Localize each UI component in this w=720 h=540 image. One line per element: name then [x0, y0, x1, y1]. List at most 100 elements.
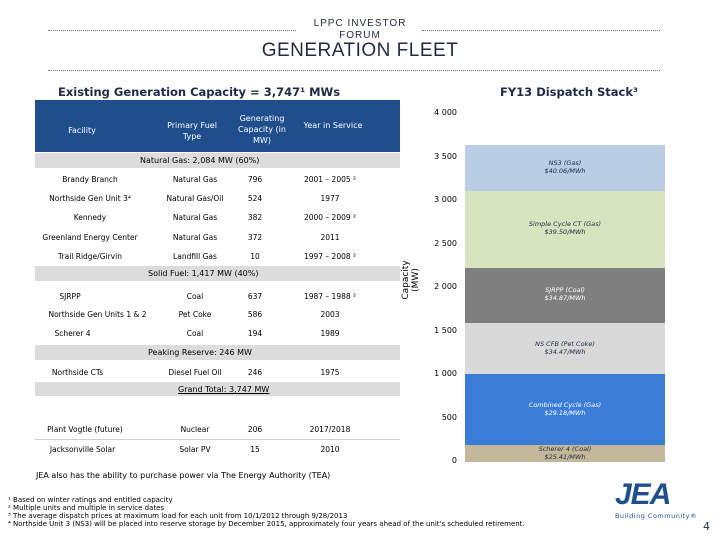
fuel-cell: Diesel Fuel Oil — [168, 368, 222, 377]
facility-cell: Northside CTs — [51, 368, 104, 377]
capacity-cell: 10 — [250, 252, 260, 261]
jea-logo-wordmark: JEA — [615, 478, 671, 511]
natural-gas-band — [35, 153, 400, 168]
solid-fuel-band — [35, 266, 400, 281]
fuel-cell: Natural Gas/Oil — [166, 194, 224, 203]
fuel-cell: Natural Gas — [172, 213, 218, 222]
y-tick-label: 500 — [441, 412, 457, 422]
fuel-cell: Solar PV — [179, 445, 211, 454]
col-fuel-type: Primary Fuel Type — [167, 121, 217, 141]
segment-name: Scherer 4 (Coal) — [538, 444, 592, 453]
capacity-cell: 586 — [247, 310, 263, 319]
stack-segment-label: NS CFB (Pet Coke) $34.47/MWh — [465, 340, 665, 356]
grand-total-label: Grand Total: 3,747 MW — [178, 385, 270, 394]
solid-fuel-label: Solid Fuel: 1,417 MW (40%) — [148, 269, 259, 278]
fuel-cell: Coal — [186, 292, 204, 301]
segment-price: $40.06/MWh — [544, 166, 586, 175]
header-rule-left — [48, 30, 296, 31]
y-tick-label: 2 500 — [434, 238, 457, 248]
capacity-cell: 246 — [247, 368, 263, 377]
header-rule-right — [422, 30, 660, 31]
facility-cell: Northside Gen Unit 3⁴ — [49, 194, 131, 203]
stack-segment-label: Simple Cycle CT (Gas) $39.50/MWh — [465, 220, 665, 236]
capacity-cell: 796 — [247, 175, 263, 184]
stack-segment-label: Scherer 4 (Coal) $25.41/MWh — [465, 445, 665, 461]
stack-segment-label: NS3 (Gas) $40.06/MWh — [465, 159, 665, 175]
facility-cell: Greenland Energy Center — [42, 233, 138, 242]
capacity-cell: 372 — [247, 233, 263, 242]
year-cell: 1987 – 1988 ² — [303, 292, 357, 301]
capacity-cell: 382 — [247, 213, 263, 222]
segment-price: $34.87/MWh — [544, 294, 586, 303]
y-tick-label: 3 000 — [434, 195, 457, 204]
fuel-cell: Coal — [186, 329, 204, 338]
stack-segment-label: Combined Cycle (Gas) $29.18/MWh — [465, 401, 665, 417]
capacity-cell: 524 — [247, 194, 263, 203]
y-tick-label: 2 000 — [434, 282, 457, 291]
facility-cell: Plant Vogtle (future) — [47, 425, 123, 434]
fuel-cell: Nuclear — [180, 425, 210, 434]
title-rule — [48, 70, 660, 71]
chart-title: FY13 Dispatch Stack³ — [500, 85, 639, 99]
stack-segment — [465, 266, 665, 324]
page-number: 4 — [703, 520, 710, 533]
year-cell: 1989 — [320, 329, 340, 338]
grand-total-band — [35, 382, 400, 396]
year-cell: 2017/2018 — [309, 425, 351, 434]
purchase-power-note: JEA also has the ability to purchase pow… — [36, 471, 331, 480]
col-facility: Facility — [68, 126, 96, 135]
segment-name: NS3 (Gas) — [548, 158, 582, 167]
segment-price: $34.47/MWh — [544, 347, 586, 356]
peaking-band — [35, 345, 400, 360]
y-tick-label: 3 500 — [434, 151, 457, 161]
year-cell: 1977 — [320, 194, 340, 203]
footnote-3: ³ The average dispatch prices at maximum… — [8, 512, 348, 520]
capacity-heading: Existing Generation Capacity = 3,747¹ MW… — [58, 85, 341, 99]
segment-price: $25.41/MWh — [544, 452, 586, 461]
jea-logo: JEA Building Community® — [607, 478, 705, 522]
footnote-1: ¹ Based on winter ratings and entitled c… — [8, 496, 173, 504]
y-tick-label: 1 500 — [434, 325, 457, 335]
segment-name: Simple Cycle CT (Gas) — [528, 220, 602, 229]
dispatch-stack-chart: Scherer 4 (Coal) $25.41/MWh Combined Cycle… — [465, 113, 665, 462]
stack-segment — [465, 322, 665, 375]
year-cell: 1975 — [320, 368, 340, 377]
capacity-cell: 194 — [247, 329, 263, 338]
natural-gas-label: Natural Gas: 2,084 MW (60%) — [140, 156, 260, 165]
y-tick-label: 0 — [451, 456, 457, 465]
segment-name: Combined Cycle (Gas) — [528, 400, 602, 409]
segment-name: NS CFB (Pet Coke) — [535, 339, 595, 348]
facility-cell: Jacksonville Solar — [49, 445, 116, 454]
fuel-cell: Landfill Gas — [173, 252, 217, 261]
stack-segment-label: SJRPP (Coal) $34.87/MWh — [465, 286, 665, 302]
capacity-cell: 15 — [250, 445, 260, 454]
capacity-cell: 206 — [247, 425, 263, 434]
year-cell: 2011 — [320, 233, 340, 242]
facility-cell: Kennedy — [73, 213, 107, 222]
y-tick-label: 4 000 — [434, 108, 457, 117]
year-cell: 2010 — [320, 445, 340, 454]
row-divider — [35, 439, 400, 440]
peaking-label: Peaking Reserve: 246 MW — [148, 348, 252, 357]
fuel-cell: Natural Gas — [172, 175, 218, 184]
footnote-4: ⁴ Northside Unit 3 (NS3) will be placed … — [8, 520, 525, 528]
year-cell: 2003 — [320, 310, 340, 319]
stack-segment — [465, 143, 665, 191]
facility-cell: Brandy Branch — [62, 175, 118, 184]
footnote-2: ² Multiple units and multiple in service… — [8, 504, 165, 512]
segment-price: $29.18/MWh — [544, 408, 586, 417]
y-tick-label: 1 000 — [434, 369, 457, 378]
capacity-cell: 637 — [247, 292, 263, 301]
segment-price: $39.50/MWh — [544, 228, 586, 237]
chart-y-label: Capacity (MW) — [401, 260, 421, 300]
segment-name: SJRPP (Coal) — [545, 286, 585, 295]
table-header — [35, 100, 400, 152]
facility-cell: Scherer 4 — [54, 329, 91, 338]
col-capacity: Generating Capacity (in MW) — [238, 114, 286, 145]
year-cell: 2001 – 2005 ² — [303, 175, 357, 184]
jea-logo-tagline: Building Community® — [614, 512, 698, 520]
col-year: Year in Service — [303, 121, 363, 130]
facility-cell: Northside Gen Units 1 & 2 — [48, 310, 147, 319]
page-title: GENERATION FLEET — [261, 40, 459, 61]
forum-label: LPPC INVESTOR FORUM — [313, 18, 407, 41]
